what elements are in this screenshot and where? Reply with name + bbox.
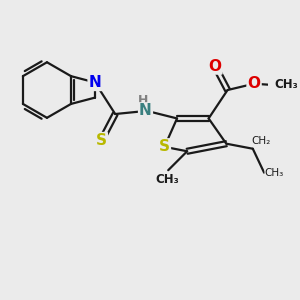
Text: O: O <box>208 58 221 74</box>
Text: N: N <box>139 103 152 118</box>
Text: CH₂: CH₂ <box>251 136 271 146</box>
Text: H: H <box>138 94 148 107</box>
Text: CH₃: CH₃ <box>274 79 298 92</box>
Text: S: S <box>159 139 170 154</box>
Text: N: N <box>88 75 101 90</box>
Text: CH₃: CH₃ <box>265 168 284 178</box>
Text: O: O <box>248 76 261 91</box>
Text: CH₃: CH₃ <box>155 173 179 186</box>
Text: S: S <box>96 133 107 148</box>
